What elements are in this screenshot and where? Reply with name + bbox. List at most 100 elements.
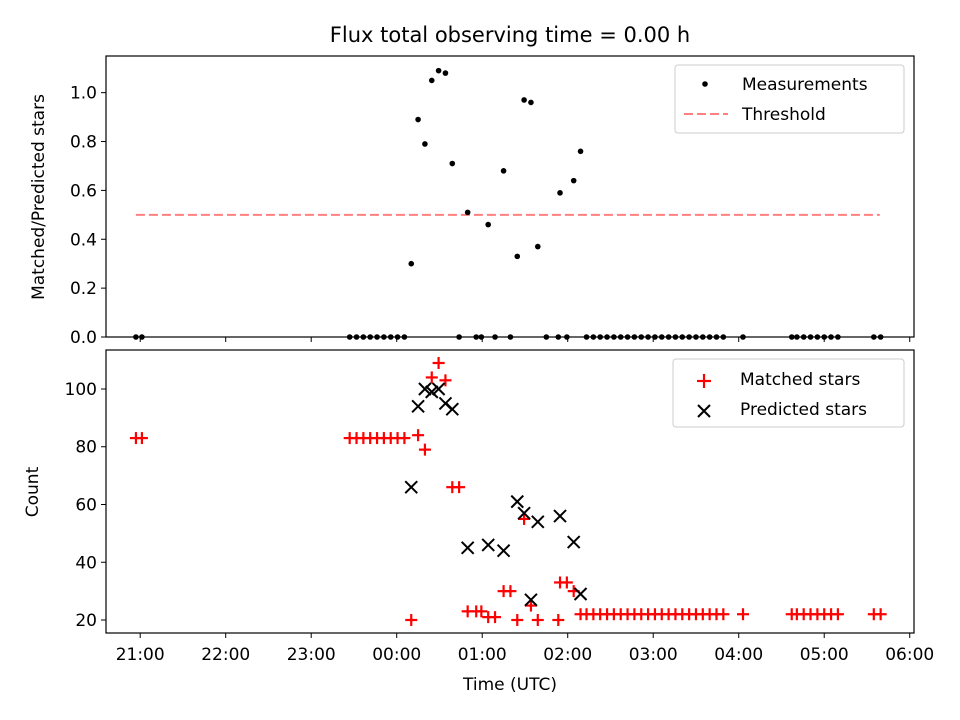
bottom-y-axis-label: Count [23, 466, 43, 517]
matched-star-point [425, 371, 438, 384]
x-tick-label: 06:00 [885, 645, 934, 665]
x-tick-label: 05:00 [800, 645, 849, 665]
top-y-tick-label: 0.4 [70, 230, 97, 250]
matched-star-point [524, 599, 537, 612]
measurement-point [528, 99, 534, 106]
matched-star-point [405, 614, 418, 627]
measurement-point [464, 209, 471, 216]
predicted-star-point [481, 538, 495, 552]
matched-star-point [489, 611, 502, 624]
matched-star-point [560, 576, 573, 589]
x-tick-label: 03:00 [629, 645, 678, 665]
predicted-star-point [411, 399, 425, 414]
measurement-point [500, 168, 507, 174]
top-axes-frame [105, 55, 915, 338]
measurement-point [514, 253, 521, 260]
measurement-point [534, 243, 541, 250]
top-y-tick-label: 0.2 [70, 279, 97, 299]
matched-star-point [135, 432, 148, 445]
bottom-y-tick-label: 80 [75, 438, 97, 458]
matched-star-point [736, 608, 749, 621]
top-panel: 0.0 0.2 0.4 0.6 0.8 1.0 Matched/Predicted sta… [29, 55, 915, 348]
top-y-axis: 0.0 0.2 0.4 0.6 0.8 1.0 [70, 84, 106, 348]
x-tick-label: 01:00 [458, 645, 507, 665]
predicted-star-point [460, 541, 475, 555]
bottom-plot-area [129, 356, 887, 627]
top-legend: Measurements Threshold [674, 64, 905, 134]
legend-predicted-label: Predicted stars [740, 400, 867, 420]
chart-title: Flux total observing time = 0.00 h [330, 23, 690, 47]
x-axis-label: Time (UTC) [462, 675, 557, 695]
bottom-legend: Matched stars Predicted stars [672, 358, 905, 428]
matched-star-point [717, 608, 730, 621]
predicted-star-point [517, 506, 531, 520]
top-y-tick-label: 0.0 [70, 328, 97, 348]
measurement-point [570, 177, 577, 184]
bottom-axes-frame [105, 349, 915, 634]
matched-star-point [831, 608, 844, 621]
top-y-tick-label: 0.8 [70, 133, 97, 153]
predicted-star-point [573, 587, 588, 601]
predicted-star-point [418, 382, 432, 396]
measurement-point [557, 190, 563, 196]
predicted-star-point [404, 480, 418, 494]
matched-star-point [552, 614, 565, 627]
bottom-y-tick-label: 40 [75, 553, 97, 573]
bottom-y-axis: 20 40 60 80 100 [65, 380, 106, 631]
x-tick-label: 22:00 [201, 645, 250, 665]
matched-star-point [475, 605, 488, 618]
x-tick-label: 04:00 [714, 645, 763, 665]
top-y-tick-label: 1.0 [70, 84, 97, 104]
bottom-y-tick-label: 100 [65, 380, 97, 400]
x-tick-label: 23:00 [287, 645, 336, 665]
measurement-point [485, 221, 491, 228]
matched-star-point [504, 585, 517, 598]
predicted-star-point [524, 593, 538, 607]
top-y-tick-label: 0.6 [70, 181, 97, 201]
legend-measurements-marker [702, 81, 708, 87]
legend-matched-label: Matched stars [740, 370, 860, 390]
top-legend-box [674, 64, 905, 134]
measurement-point [428, 77, 435, 84]
predicted-star-point [566, 535, 581, 549]
predicted-star-point [531, 515, 545, 529]
matched-star-point [439, 374, 452, 387]
predicted-star-point [431, 382, 446, 396]
predicted-star-point [425, 385, 439, 399]
predicted-star-point [510, 494, 524, 509]
measurement-point [521, 97, 527, 103]
predicted-star-point [496, 543, 511, 558]
measurement-point [577, 148, 584, 155]
matched-star-point [432, 356, 445, 369]
matched-star-point [531, 614, 544, 627]
measurement-point [435, 67, 442, 74]
x-tick-label: 00:00 [372, 645, 421, 665]
matched-star-point [511, 614, 524, 627]
top-x-axis [139, 337, 911, 342]
matched-star-point [398, 432, 411, 445]
measurement-point [442, 70, 449, 76]
predicted-star-point [553, 509, 567, 523]
measurement-point [449, 160, 456, 167]
bottom-legend-box [672, 358, 905, 428]
legend-matched-marker [697, 374, 711, 388]
x-tick-label: 21:00 [116, 645, 165, 665]
x-tick-label: 02:00 [543, 645, 592, 665]
matched-star-point [412, 429, 425, 442]
matched-star-point [418, 443, 431, 456]
top-y-axis-label: Matched/Predicted stars [29, 94, 49, 300]
legend-measurements-label: Measurements [742, 75, 868, 95]
predicted-star-point [445, 402, 459, 416]
measurement-point [408, 260, 415, 267]
measurement-point [415, 116, 421, 123]
matched-star-point [518, 512, 531, 525]
bottom-x-axis: 21:00 22:00 23:00 00:00 01:00 02:00 03:00 04:00… [116, 633, 934, 665]
legend-threshold-label: Threshold [741, 105, 826, 125]
bottom-panel: 20 40 60 80 100 21:00 22:00 23:00 00:00 01:00 02:… [23, 349, 934, 665]
bottom-y-tick-label: 20 [75, 611, 97, 631]
matched-star-point [874, 608, 887, 621]
measurement-point [422, 141, 428, 147]
bottom-y-tick-label: 60 [75, 495, 97, 515]
legend-predicted-marker [697, 404, 711, 418]
